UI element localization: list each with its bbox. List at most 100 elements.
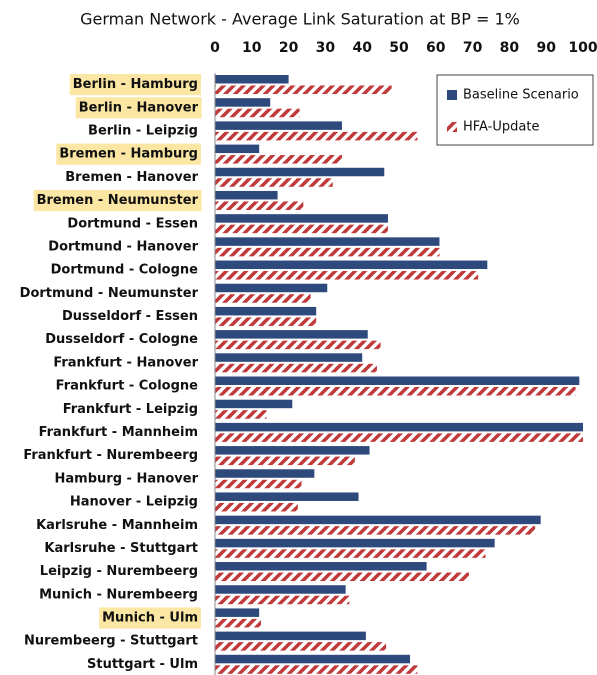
bar [215,469,315,478]
label-highlight [99,607,201,629]
bar [215,665,418,674]
x-tick-label: 40 [352,40,372,56]
bar [215,502,298,512]
bar [215,492,359,501]
x-tick-label: 90 [536,40,556,56]
y-tick-label: Dortmund - Cologne [51,263,199,278]
legend-label: Baseline Scenario [463,88,579,103]
y-tick-label: Dortmund - Essen [67,216,198,231]
bar [215,167,385,177]
bar [215,294,311,303]
bar [215,75,289,84]
bar [215,595,350,605]
y-tick-label: Frankfurt - Mannheim [39,425,198,440]
bar [215,549,486,558]
y-tick-label: Karlsruhe - Mannheim [36,518,198,533]
bar [215,572,469,582]
bar [215,306,317,316]
y-tick-label: Frankfurt - Hanover [53,355,198,370]
bar [215,178,333,187]
x-tick-label: 30 [316,40,336,56]
bar [215,353,363,362]
y-tick-label: Berlin - Hamburg [73,77,198,92]
x-tick-label: 50 [389,40,409,56]
label-highlight [56,143,201,165]
x-tick-label: 60 [426,40,446,56]
bar [215,260,488,270]
bar [215,515,541,525]
chart-title: German Network - Average Link Saturation… [80,10,520,29]
x-tick-label: 20 [279,40,299,56]
bar [215,479,302,489]
label-highlight [75,97,202,119]
bar [215,585,346,594]
bar [215,399,293,409]
y-tick-label: Berlin - Leipzig [88,123,198,138]
bar [215,433,583,442]
x-tick-label: 0 [210,40,220,56]
x-tick-label: 10 [242,40,262,56]
label-highlight [69,74,201,96]
x-tick-label: 100 [568,40,597,56]
bar [215,190,278,200]
x-tick-label: 70 [463,40,483,56]
y-tick-label: Dortmund - Neumunster [20,286,199,301]
y-tick-label: Hamburg - Hanover [55,471,199,486]
bar [215,108,300,118]
bar [215,247,440,257]
y-tick-label: Frankfurt - Leipzig [63,402,198,417]
legend-box [436,74,594,146]
bar [215,330,368,339]
bar [215,271,479,280]
bar [215,446,370,455]
y-tick-label: Dusseldorf - Cologne [45,332,198,347]
bar [215,562,427,571]
legend-swatch [447,90,457,100]
bar [215,456,355,466]
y-tick-label: Nurembeerg - Stuttgart [24,634,198,649]
bar [215,618,261,628]
bar [215,237,440,246]
bar [215,340,381,350]
y-tick-label: Berlin - Hanover [79,100,199,115]
bar [215,642,387,651]
bar [215,131,418,141]
y-tick-label: Bremen - Hamburg [59,147,198,162]
bar [215,376,580,385]
x-tick-label: 80 [500,40,520,56]
bar [215,608,260,617]
bar [215,526,536,535]
bar [215,201,304,210]
bar [215,363,377,373]
y-tick-label: Dortmund - Hanover [48,239,198,254]
y-tick-label: Frankfurt - Cologne [56,379,199,394]
y-tick-label: Frankfurt - Nurembeerg [23,448,198,463]
label-highlight [33,189,202,212]
y-tick-label: Karlsruhe - Stuttgart [44,541,198,556]
bar [215,85,392,94]
bar [215,283,328,293]
y-tick-label: Leipzig - Nurembeerg [40,564,198,579]
bar [215,538,495,548]
bar [215,121,342,130]
y-tick-label: Bremen - Neumunster [37,193,199,208]
legend-label: HFA-Update [463,120,539,135]
y-tick-label: Bremen - Hanover [65,170,198,185]
bar [215,317,317,326]
bar [215,98,271,107]
bar [215,387,576,396]
bar [215,422,583,432]
y-tick-label: Stuttgart - Ulm [87,657,198,672]
legend-swatch [447,122,457,132]
bar [215,155,342,164]
bar [215,144,260,154]
bar [215,654,411,664]
bar [215,214,388,223]
y-tick-label: Dusseldorf - Essen [62,309,198,324]
bar [215,224,388,234]
bar [215,631,366,641]
bar [215,410,267,419]
y-tick-label: Munich - Ulm [102,611,198,626]
y-tick-label: Munich - Nurembeerg [39,587,198,602]
